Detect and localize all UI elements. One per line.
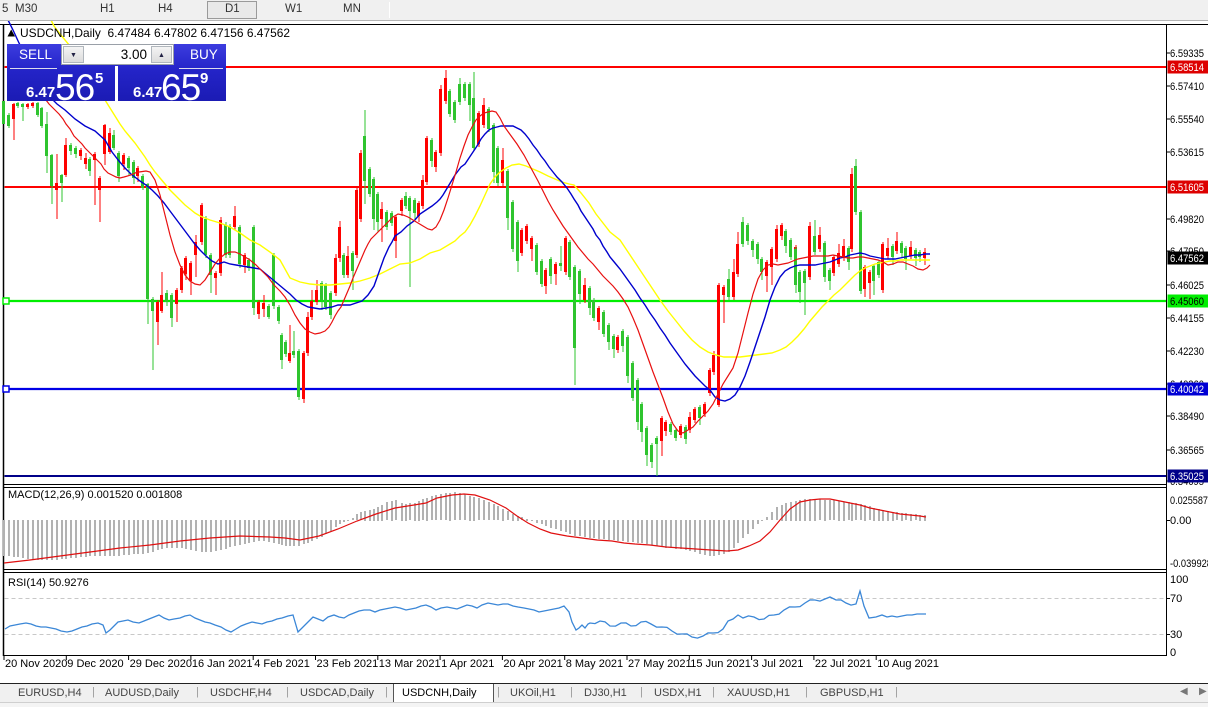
- svg-text:-0.039928: -0.039928: [1170, 558, 1208, 570]
- svg-text:6.46025: 6.46025: [1170, 280, 1204, 292]
- svg-text:6.49820: 6.49820: [1170, 214, 1204, 226]
- svg-text:6.57410: 6.57410: [1170, 81, 1204, 93]
- svg-text:16 Jan 2021: 16 Jan 2021: [192, 658, 253, 670]
- svg-text:6.47562: 6.47562: [1170, 253, 1204, 265]
- svg-text:70: 70: [1170, 593, 1182, 605]
- svg-text:USDCNH,Daily 6.47484 6.47802: USDCNH,Daily 6.47484 6.47802 6.47156 6.4…: [20, 26, 290, 40]
- svg-text:10 Aug 2021: 10 Aug 2021: [877, 658, 939, 670]
- svg-text:6.44155: 6.44155: [1170, 313, 1204, 325]
- svg-text:6.45060: 6.45060: [1170, 296, 1204, 308]
- svg-text:6.38490: 6.38490: [1170, 411, 1204, 423]
- svg-text:9 Dec 2020: 9 Dec 2020: [67, 658, 123, 670]
- svg-text:100: 100: [1170, 574, 1188, 586]
- svg-text:6.53615: 6.53615: [1170, 147, 1204, 159]
- svg-text:23 Feb 2021: 23 Feb 2021: [317, 658, 379, 670]
- svg-text:6.59335: 6.59335: [1170, 48, 1204, 60]
- svg-text:6.35025: 6.35025: [1170, 471, 1204, 483]
- svg-text:20 Apr 2021: 20 Apr 2021: [503, 658, 562, 670]
- svg-text:27 May 2021: 27 May 2021: [628, 658, 692, 670]
- svg-text:6.55540: 6.55540: [1170, 114, 1204, 126]
- svg-text:0.00: 0.00: [1170, 515, 1191, 527]
- svg-text:4 Feb 2021: 4 Feb 2021: [254, 658, 310, 670]
- svg-text:13 Mar 2021: 13 Mar 2021: [379, 658, 441, 670]
- svg-text:8 May 2021: 8 May 2021: [566, 658, 623, 670]
- svg-text:6.42230: 6.42230: [1170, 346, 1204, 358]
- svg-text:6.40042: 6.40042: [1170, 384, 1204, 396]
- svg-text:6.58514: 6.58514: [1170, 62, 1204, 74]
- svg-text:20 Nov 2020: 20 Nov 2020: [5, 658, 67, 670]
- svg-text:3 Jul 2021: 3 Jul 2021: [753, 658, 804, 670]
- svg-text:0: 0: [1170, 647, 1176, 659]
- svg-text:15 Jun 2021: 15 Jun 2021: [690, 658, 751, 670]
- svg-text:6.51605: 6.51605: [1170, 182, 1204, 194]
- svg-text:29 Dec 2020: 29 Dec 2020: [130, 658, 192, 670]
- svg-text:1 Apr 2021: 1 Apr 2021: [441, 658, 494, 670]
- svg-text:6.36565: 6.36565: [1170, 445, 1204, 457]
- svg-text:0.025587: 0.025587: [1170, 495, 1208, 507]
- svg-text:30: 30: [1170, 629, 1182, 641]
- svg-text:22 Jul 2021: 22 Jul 2021: [815, 658, 872, 670]
